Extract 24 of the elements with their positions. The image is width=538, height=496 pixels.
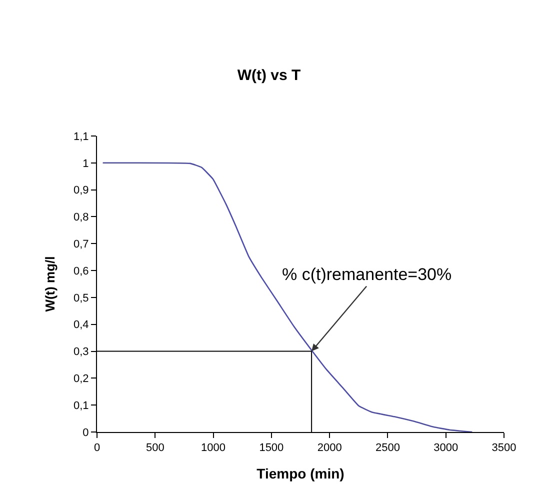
x-tick-label: 3000: [434, 442, 458, 454]
x-tick-label: 2500: [375, 442, 400, 454]
x-tick-label: 1500: [259, 442, 284, 454]
y-tick-label: 0,5: [74, 292, 89, 304]
y-tick-label: 1: [82, 158, 89, 170]
x-tick-label: 1000: [201, 442, 226, 454]
chart-title: W(t) vs T: [237, 66, 301, 84]
x-axis-title: Tiempo (min): [256, 466, 344, 482]
y-axis-title: W(t) mg/l: [42, 256, 58, 312]
y-tick-label: 0,6: [74, 265, 89, 278]
y-tick-label: 0,2: [74, 373, 89, 386]
y-tick-label: 0,9: [74, 184, 89, 197]
x-tick-label: 2000: [317, 442, 342, 454]
y-tick-label: 0: [82, 426, 89, 439]
x-tick-label: 0: [94, 442, 100, 454]
y-tick-label: 1,1: [74, 130, 89, 143]
y-tick-label: 0,4: [74, 319, 89, 332]
y-tick-label: 0,1: [74, 400, 89, 412]
x-tick-label: 3500: [492, 442, 516, 454]
y-tick-label: 0,3: [74, 346, 89, 358]
x-tick-label: 500: [146, 442, 164, 454]
annotation: % c(t)remanente=30%: [282, 265, 452, 284]
y-tick-label: 0,8: [74, 212, 89, 224]
y-tick-label: 0,7: [74, 238, 89, 250]
